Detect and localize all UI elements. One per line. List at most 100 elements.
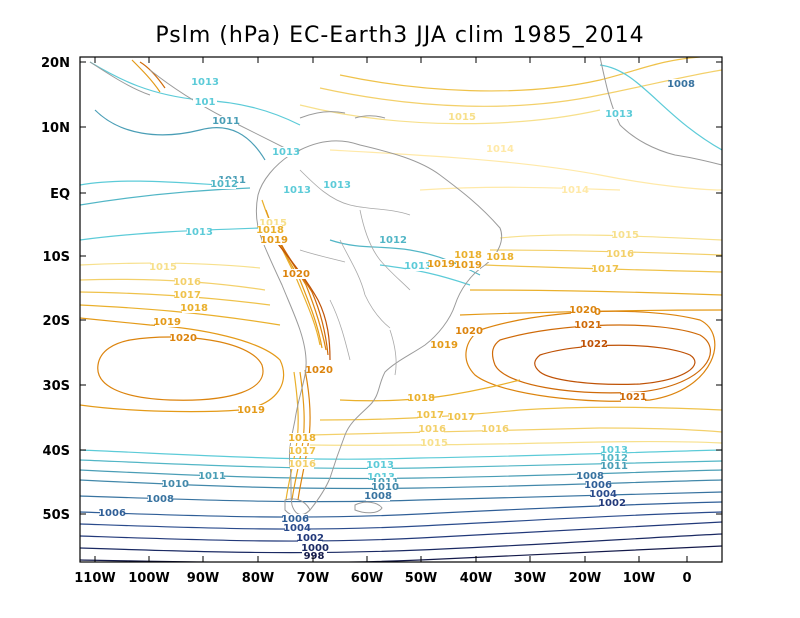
isobar-1018-c [339,379,521,402]
y-axis: 20N 10N EQ 10S 20S 30S 40S 50S [41,56,722,523]
contour-label: 1014 [561,185,589,196]
contour-label: 1012 [600,453,628,464]
contour-label: 1014 [486,144,514,155]
x-tick-label: 30W [514,571,546,586]
contour-label: 1018 [486,252,514,263]
y-tick-label: 30S [43,379,70,394]
contour-label-bg [457,326,481,336]
y-tick-label: 20N [41,56,70,71]
isobar-lines [80,57,722,562]
contour-label-bg [258,225,282,235]
contour-label: 1021 [574,320,602,331]
x-tick-label: 50W [405,571,437,586]
contour-label-bg [586,480,610,490]
contour-label-bg [563,185,587,195]
contour-label-bg [600,498,624,508]
contour-label-bg [613,230,637,240]
contour-label: 1017 [173,290,201,301]
contour-label: 1013 [323,180,351,191]
isobar-1020-w [97,336,264,401]
contour-label: 1016 [606,249,634,260]
x-tick-label: 80W [242,571,274,586]
contour-label-bg [193,97,217,107]
contour-label: 1013 [366,460,394,471]
x-tick-label: 90W [187,571,219,586]
contour-label-bg [607,109,631,119]
contour-label-bg [325,180,349,190]
contour-label-bg [608,249,632,259]
contour-label: 1012 [210,179,238,190]
isobar-1017 [339,57,701,92]
isobar-1018-e [469,289,722,296]
contour-label: 1018 [288,433,316,444]
contour-label: 1017 [447,412,475,423]
isobar-1013-s [80,449,722,460]
contour-label-bg [593,264,617,274]
contour-label-bg [239,405,263,415]
y-tick-label: 20S [43,314,70,329]
contour-label: 1018 [407,393,435,404]
contour-label: 1004 [589,489,617,500]
isobar-1021-e [491,324,711,394]
contour-label: 1019 [430,340,458,351]
contour-label: 1010 [161,479,189,490]
contour-label: 1013 [600,445,628,456]
contour-label: 1020 [569,305,597,316]
contour-label-bg [669,79,693,89]
contour-label: 1020 [169,333,197,344]
x-tick-label: 60W [351,571,383,586]
contour-label: 998 [304,551,325,562]
isobar-1015 [299,104,601,125]
isobar-1014 [329,149,722,191]
contour-label-bg [450,112,474,122]
contour-label-bg [100,508,124,518]
isobar-1013 [80,227,261,241]
contour-label-bg [418,410,442,420]
contour-label-bg [582,339,606,349]
contour-label-bg [368,460,392,470]
contour-label-bg [571,305,595,315]
isobar-1004-s [80,511,722,530]
contour-label-bg [285,523,309,533]
isobar-1006-s [80,501,722,518]
contour-label: 1016 [418,424,446,435]
contour-label-bg [449,412,473,422]
contour-label-bg [621,392,645,402]
contour-label: 1006 [584,480,612,491]
isobar-1016-w [80,278,266,291]
contour-label: 1018 [180,303,208,314]
x-tick-label: 10W [623,571,655,586]
isobar-1011-s [80,469,722,480]
contour-label-bg [488,252,512,262]
contour-label: 1000 [301,543,329,554]
y-tick-label: 50S [43,508,70,523]
contour-label: 1008 [146,494,174,505]
contour-label-bg [429,259,453,269]
contour-label: 1011 [198,471,226,482]
contour-label-bg [187,227,211,237]
isobar-1017-w [80,291,271,306]
contour-label: 1018 [256,225,284,236]
contour-label-bg [456,250,480,260]
contour-label-bg [148,494,172,504]
tierra-del-fuego [284,498,311,517]
contour-label: 1006 [98,508,126,519]
map-title: Pslm (hPa) EC-Earth3 JJA clim 1985_2014 [155,23,644,48]
contour-label-bg [261,218,285,228]
contour-label-bg [290,433,314,443]
contour-label-bg [373,482,397,492]
contour-label: 1017 [288,446,316,457]
contour-label: 1008 [667,79,695,90]
contour-label-bg [307,365,331,375]
contour-label: 1006 [281,514,309,525]
country-borders [299,169,411,376]
contour-label: 1022 [580,339,608,350]
contour-label: 1015 [611,230,639,241]
contour-label: 1021 [619,392,647,403]
contour-label-bg [290,446,314,456]
isobar-1013d [89,61,301,126]
contour-label-bg [200,471,224,481]
contour-label: 1011 [212,116,240,127]
contour-label: 101 [195,97,216,108]
